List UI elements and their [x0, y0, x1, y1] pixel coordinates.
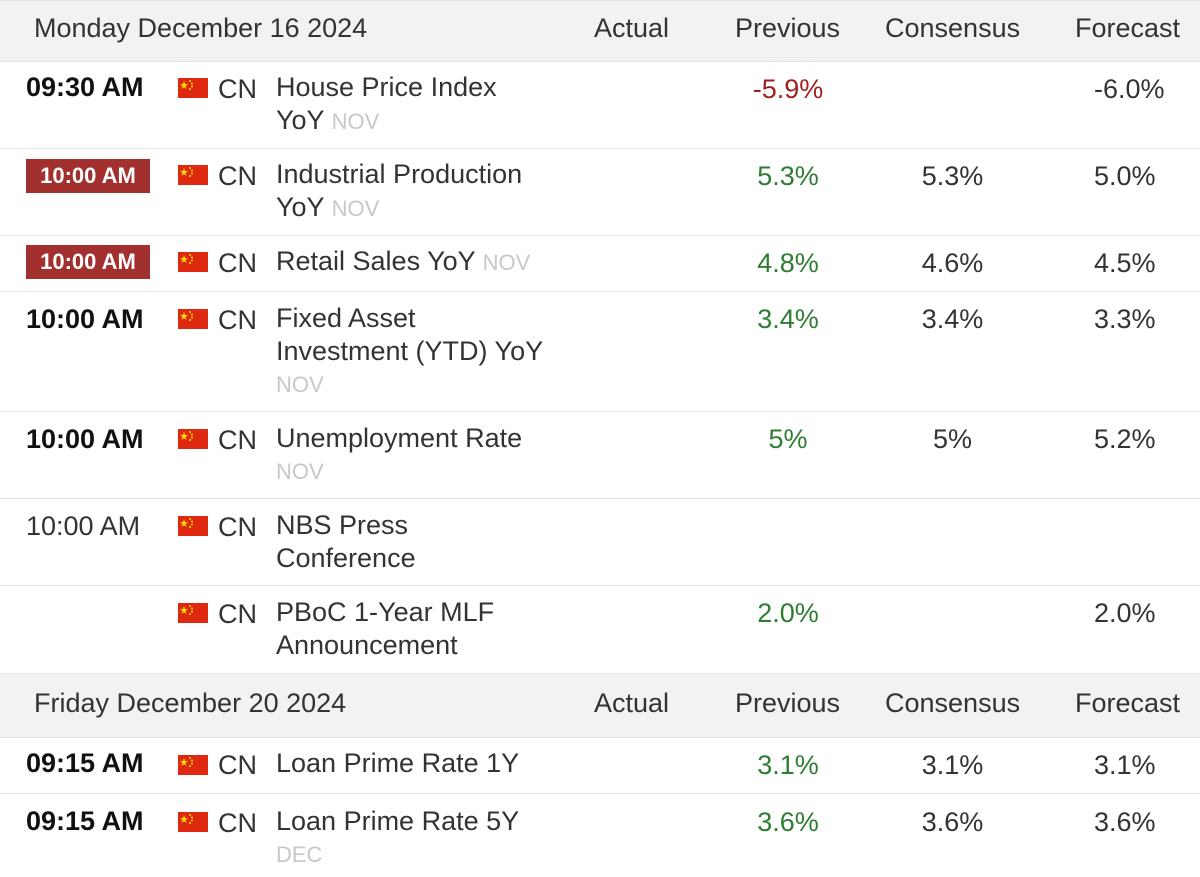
event-time: 09:15 AM: [26, 748, 144, 778]
forecast-value: 4.5%: [1094, 248, 1156, 278]
event-name-line1: Fixed Asset: [276, 303, 416, 333]
china-flag-icon: [178, 252, 208, 272]
event-name-line1: Loan Prime Rate 1Y: [276, 748, 520, 778]
reference-period: NOV: [276, 372, 324, 397]
event-name-line2: Conference: [276, 543, 416, 573]
country-code: CN: [218, 425, 257, 455]
event-time: 10:00 AM: [26, 424, 144, 454]
forecast-value: 3.6%: [1094, 807, 1156, 837]
reference-period: NOV: [331, 109, 380, 134]
reference-period: NOV: [276, 459, 324, 484]
event-name-line1: NBS Press: [276, 510, 409, 540]
event-time: 09:15 AM: [26, 806, 144, 836]
event-row[interactable]: 10:00 AM CN NBS Press Conference: [0, 499, 1200, 586]
event-name[interactable]: Retail Sales YoY NOV: [276, 245, 576, 279]
previous-value: 4.8%: [757, 248, 819, 278]
event-row[interactable]: 09:30 AM CN House Price Index YoY NOV -5…: [0, 62, 1200, 149]
column-forecast-header: Forecast: [1075, 688, 1181, 718]
china-flag-icon: [178, 755, 208, 775]
column-consensus-header: Consensus: [885, 13, 1021, 43]
reference-period: NOV: [331, 196, 380, 221]
forecast-value: 5.0%: [1094, 161, 1156, 191]
event-row[interactable]: CN PBoC 1-Year MLF Announcement 2.0% 2.0…: [0, 586, 1200, 673]
previous-value: 2.0%: [757, 598, 819, 628]
event-name-line2: YoY: [276, 105, 325, 135]
consensus-value: 3.4%: [921, 304, 984, 334]
reference-period: NOV: [482, 250, 531, 275]
country-code: CN: [218, 599, 257, 629]
previous-value: 5.3%: [757, 161, 819, 191]
forecast-value: 3.1%: [1094, 750, 1156, 780]
event-name[interactable]: Industrial Production YoY NOV: [276, 158, 576, 225]
consensus-value: 5%: [932, 424, 973, 454]
event-name[interactable]: Unemployment Rate NOV: [276, 422, 576, 488]
previous-value: 3.1%: [757, 750, 819, 780]
event-time-badge: 10:00 AM: [26, 245, 150, 279]
event-row[interactable]: 09:15 AM CN Loan Prime Rate 1Y 3.1% 3.1%…: [0, 738, 1200, 794]
column-actual-header: Actual: [594, 13, 670, 43]
event-name-line2: YoY: [276, 192, 325, 222]
country-code: CN: [218, 161, 257, 191]
consensus-value: 4.6%: [921, 248, 984, 278]
china-flag-icon: [178, 516, 208, 536]
column-previous-header: Previous: [735, 13, 841, 43]
forecast-value: 3.3%: [1094, 304, 1156, 334]
event-name-line1: Loan Prime Rate 5Y: [276, 806, 520, 836]
event-row[interactable]: 10:00 AM CN Retail Sales YoY NOV 4.8% 4.…: [0, 236, 1200, 292]
event-name-line2: Investment (YTD) YoY: [276, 336, 544, 366]
forecast-value: -6.0%: [1094, 74, 1165, 104]
event-name[interactable]: House Price Index YoY NOV: [276, 71, 576, 138]
day-header: Monday December 16 2024 Actual Previous …: [0, 0, 1200, 62]
column-previous-header: Previous: [735, 688, 841, 718]
previous-value: -5.9%: [752, 74, 824, 104]
china-flag-icon: [178, 165, 208, 185]
china-flag-icon: [178, 429, 208, 449]
event-name[interactable]: Loan Prime Rate 1Y: [276, 747, 576, 780]
day-date: Monday December 16 2024: [34, 13, 368, 43]
column-forecast-header: Forecast: [1075, 13, 1181, 43]
event-time: 10:00 AM: [26, 304, 144, 334]
consensus-value: 3.1%: [921, 750, 984, 780]
event-name[interactable]: PBoC 1-Year MLF Announcement: [276, 596, 576, 662]
event-time: 10:00 AM: [26, 511, 141, 541]
event-name-line2: Announcement: [276, 630, 458, 660]
day-header: Friday December 20 2024 Actual Previous …: [0, 673, 1200, 738]
event-name-line1: Retail Sales YoY: [276, 246, 476, 276]
event-time: 09:30 AM: [26, 72, 144, 102]
china-flag-icon: [178, 812, 208, 832]
consensus-value: 3.6%: [921, 807, 984, 837]
country-code: CN: [218, 512, 257, 542]
china-flag-icon: [178, 309, 208, 329]
previous-value: 3.6%: [757, 807, 819, 837]
reference-period: DEC: [276, 842, 323, 867]
event-name[interactable]: Loan Prime Rate 5Y DEC: [276, 805, 576, 871]
consensus-value: 5.3%: [921, 161, 984, 191]
event-name-line1: House Price Index: [276, 72, 497, 102]
country-code: CN: [218, 74, 257, 104]
china-flag-icon: [178, 78, 208, 98]
country-code: CN: [218, 750, 257, 780]
country-code: CN: [218, 305, 257, 335]
event-row[interactable]: 10:00 AM CN Unemployment Rate NOV 5% 5% …: [0, 412, 1200, 499]
previous-value: 5%: [768, 424, 808, 454]
previous-value: 3.4%: [757, 304, 819, 334]
event-name[interactable]: NBS Press Conference: [276, 509, 576, 575]
event-name[interactable]: Fixed Asset Investment (YTD) YoY NOV: [276, 302, 576, 401]
event-name-line1: Unemployment Rate: [276, 423, 523, 453]
event-row[interactable]: 10:00 AM CN Fixed Asset Investment (YTD)…: [0, 292, 1200, 412]
day-date: Friday December 20 2024: [34, 688, 347, 718]
forecast-value: 5.2%: [1094, 424, 1156, 454]
event-row[interactable]: 10:00 AM CN Industrial Production YoY NO…: [0, 149, 1200, 236]
forecast-value: 2.0%: [1094, 598, 1156, 628]
event-name-line1: PBoC 1-Year MLF: [276, 597, 495, 627]
china-flag-icon: [178, 603, 208, 623]
event-name-line1: Industrial Production: [276, 159, 523, 189]
country-code: CN: [218, 248, 257, 278]
event-time-badge: 10:00 AM: [26, 159, 150, 193]
column-actual-header: Actual: [594, 688, 670, 718]
country-code: CN: [218, 808, 257, 838]
column-consensus-header: Consensus: [885, 688, 1021, 718]
event-row[interactable]: 09:15 AM CN Loan Prime Rate 5Y DEC 3.6% …: [0, 794, 1200, 877]
